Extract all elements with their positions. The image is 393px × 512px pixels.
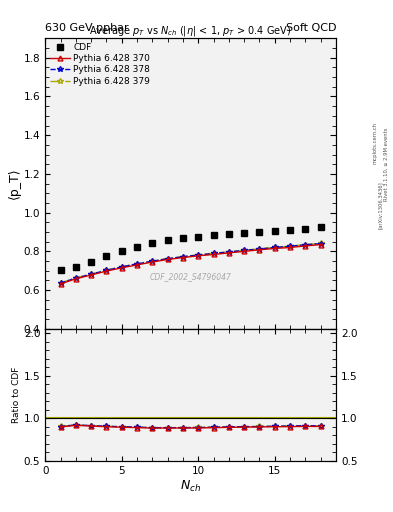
CDF [135,244,140,250]
Pythia 6.428 378 [89,271,94,278]
Pythia 6.428 379 [318,240,323,246]
Text: [arXiv:1306.3436]: [arXiv:1306.3436] [378,181,383,229]
Y-axis label: Ratio to CDF: Ratio to CDF [12,367,21,423]
CDF [150,240,155,246]
Pythia 6.428 370 [181,254,185,261]
Pythia 6.428 378 [242,247,246,253]
Pythia 6.428 379 [58,280,63,286]
Line: CDF: CDF [57,224,324,273]
Text: Soft QCD: Soft QCD [286,23,336,33]
CDF [73,264,78,270]
Line: Pythia 6.428 379: Pythia 6.428 379 [58,241,323,286]
Pythia 6.428 378 [272,244,277,250]
CDF [58,267,63,273]
Pythia 6.428 378 [318,241,323,247]
CDF [165,237,170,243]
Pythia 6.428 379 [135,261,140,267]
Pythia 6.428 370 [73,276,78,282]
Pythia 6.428 370 [135,262,140,268]
Pythia 6.428 378 [119,264,124,270]
X-axis label: $N_{ch}$: $N_{ch}$ [180,478,201,494]
Legend: CDF, Pythia 6.428 370, Pythia 6.428 378, Pythia 6.428 379: CDF, Pythia 6.428 370, Pythia 6.428 378,… [48,41,152,88]
CDF [318,224,323,230]
Pythia 6.428 370 [211,251,216,258]
CDF [303,226,308,232]
Text: Rivet 3.1.10, ≥ 2.9M events: Rivet 3.1.10, ≥ 2.9M events [384,127,388,201]
Pythia 6.428 378 [58,280,63,286]
Pythia 6.428 378 [226,249,231,255]
Pythia 6.428 370 [165,257,170,263]
Title: Average $p_T$ vs $N_{ch}$ ($|\eta|$ < 1, $p_T$ > 0.4 GeV): Average $p_T$ vs $N_{ch}$ ($|\eta|$ < 1,… [90,25,292,38]
Pythia 6.428 370 [242,248,246,254]
Text: 630 GeV ppbar: 630 GeV ppbar [45,23,129,33]
Pythia 6.428 370 [303,243,308,249]
Pythia 6.428 370 [58,281,63,287]
Pythia 6.428 370 [288,244,292,250]
Pythia 6.428 379 [196,252,200,258]
CDF [257,229,262,235]
Line: Pythia 6.428 378: Pythia 6.428 378 [58,241,323,286]
Y-axis label: ⟨p_T⟩: ⟨p_T⟩ [8,168,21,199]
Pythia 6.428 370 [150,259,155,265]
Pythia 6.428 379 [272,244,277,250]
Pythia 6.428 379 [181,253,185,260]
Pythia 6.428 370 [257,247,262,253]
Pythia 6.428 379 [303,242,308,248]
Pythia 6.428 370 [318,242,323,248]
Pythia 6.428 379 [211,250,216,257]
CDF [104,253,109,259]
CDF [211,232,216,239]
Pythia 6.428 370 [104,268,109,274]
Pythia 6.428 370 [272,245,277,251]
Pythia 6.428 378 [303,242,308,248]
Pythia 6.428 379 [257,246,262,252]
Pythia 6.428 378 [135,261,140,267]
Text: mcplots.cern.ch: mcplots.cern.ch [373,122,378,164]
Pythia 6.428 370 [196,253,200,259]
Pythia 6.428 378 [73,275,78,281]
Pythia 6.428 378 [288,243,292,249]
Line: Pythia 6.428 370: Pythia 6.428 370 [58,242,323,286]
Pythia 6.428 378 [196,252,200,258]
Pythia 6.428 370 [226,250,231,256]
Pythia 6.428 378 [181,254,185,260]
Pythia 6.428 370 [89,272,94,278]
CDF [288,227,292,233]
Pythia 6.428 379 [104,267,109,273]
CDF [272,228,277,234]
CDF [181,235,185,241]
Pythia 6.428 379 [73,275,78,281]
Pythia 6.428 379 [150,258,155,264]
Pythia 6.428 379 [242,247,246,253]
CDF [196,233,200,240]
CDF [89,259,94,265]
Pythia 6.428 379 [165,255,170,262]
Pythia 6.428 379 [119,264,124,270]
CDF [242,230,246,237]
CDF [119,248,124,254]
CDF [226,231,231,238]
Pythia 6.428 378 [257,246,262,252]
Pythia 6.428 370 [119,265,124,271]
Pythia 6.428 378 [150,258,155,264]
Pythia 6.428 378 [211,250,216,257]
Pythia 6.428 379 [226,249,231,255]
Pythia 6.428 379 [89,271,94,277]
Pythia 6.428 378 [104,267,109,273]
Pythia 6.428 379 [288,243,292,249]
Pythia 6.428 378 [165,255,170,262]
Text: CDF_2002_S4796047: CDF_2002_S4796047 [150,272,231,281]
